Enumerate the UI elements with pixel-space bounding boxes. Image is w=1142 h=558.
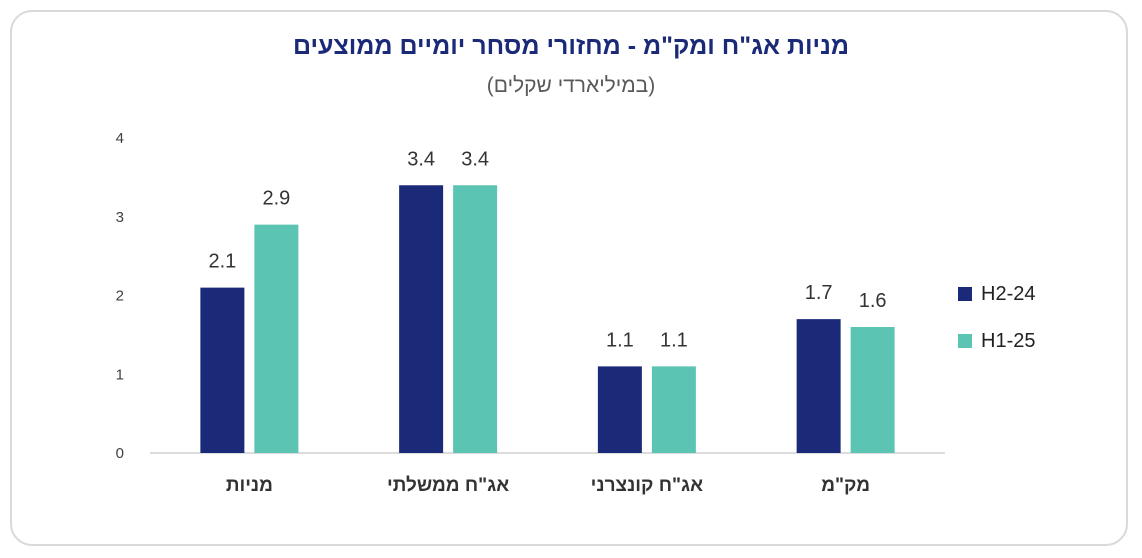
- legend-swatch-h2-24: [958, 287, 972, 301]
- data-label-h1-25: 1.1: [660, 329, 688, 351]
- category-label: מק"מ: [821, 475, 870, 496]
- category-label: מניות: [226, 475, 273, 496]
- bar-h1-25: [651, 366, 696, 453]
- chart-legend: H2-24 H1-25: [958, 282, 1035, 376]
- legend-swatch-h1-25: [958, 334, 972, 348]
- chart-title: מניות אג"ח ומק"מ - מחזורי מסחר יומיים ממ…: [292, 32, 850, 60]
- category-label: אג"ח ממשלתי: [387, 475, 509, 496]
- bar-h2-24: [796, 319, 841, 453]
- data-label-h2-24: 3.4: [407, 148, 435, 170]
- bar-h1-25: [254, 224, 299, 453]
- y-tick-label: 3: [116, 209, 124, 226]
- legend-item-h2-24: H2-24: [958, 282, 1035, 306]
- legend-label-h1-25: H1-25: [981, 329, 1036, 352]
- legend-label-h2-24: H2-24: [981, 282, 1036, 305]
- bar-h2-24: [597, 366, 642, 453]
- data-label-h2-24: 1.7: [805, 282, 833, 304]
- data-label-h2-24: 2.1: [208, 251, 236, 273]
- data-label-h1-25: 3.4: [461, 148, 489, 170]
- y-tick-label: 1: [116, 366, 124, 383]
- chart-card: [10, 10, 1128, 546]
- bar-h1-25: [453, 185, 498, 453]
- data-label-h1-25: 1.6: [859, 290, 887, 312]
- data-label-h1-25: 2.9: [262, 188, 290, 210]
- legend-item-h1-25: H1-25: [958, 329, 1035, 353]
- chart-subtitle: (במיליארדי שקלים): [486, 74, 656, 97]
- y-tick-label: 2: [116, 288, 124, 305]
- y-tick-label: 4: [116, 130, 124, 147]
- category-label: אג"ח קונצרני: [591, 475, 703, 496]
- data-label-h2-24: 1.1: [606, 329, 634, 351]
- y-tick-label: 0: [116, 445, 124, 462]
- bar-h2-24: [200, 287, 245, 453]
- bar-h1-25: [850, 327, 895, 453]
- bar-h2-24: [399, 185, 444, 453]
